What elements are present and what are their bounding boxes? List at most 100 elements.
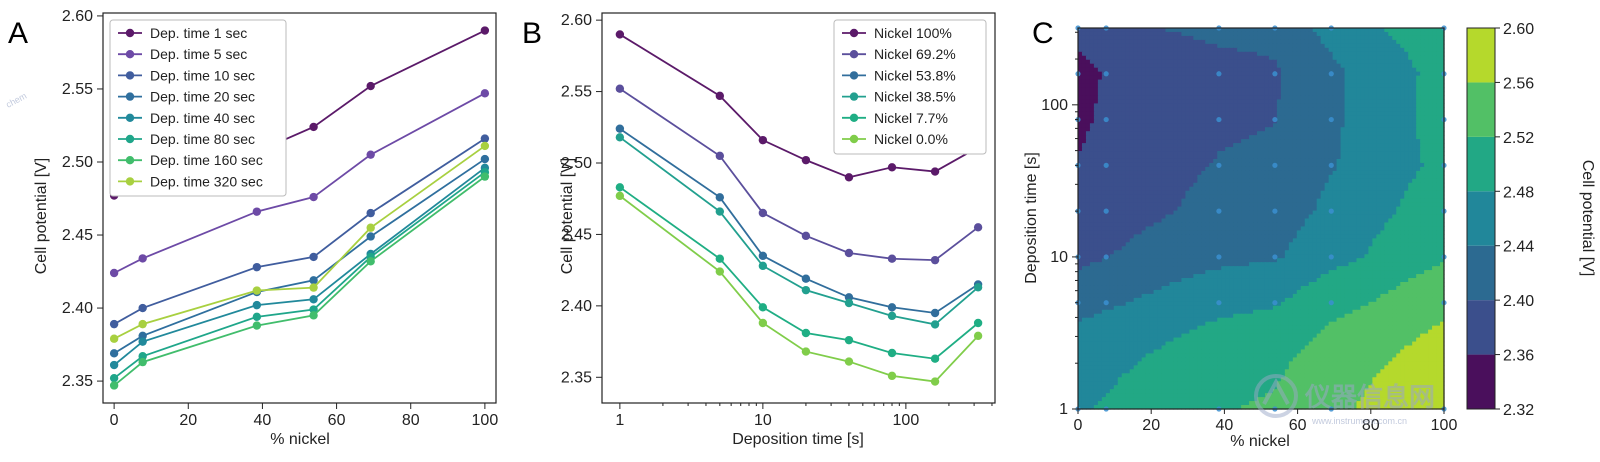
contour-cell [1093,35,1099,41]
contour-cell [1440,63,1445,69]
contour-cell [1109,63,1115,69]
panel-b-legend-entry: Nickel 53.8% [874,67,956,83]
contour-cell [1296,115,1302,120]
contour-cell [1276,119,1282,124]
contour-cell [1432,147,1437,152]
contour-cell [1324,51,1330,57]
contour-cell [1440,178,1445,184]
contour-cell [1169,147,1175,152]
contour-cell [1249,186,1254,192]
contour-cell [1312,79,1318,85]
contour-cell [1420,67,1425,73]
contour-cell [1217,35,1222,41]
contour-cell [1093,230,1099,235]
contour-cell [1109,194,1115,200]
contour-cell [1169,119,1175,124]
contour-cell [1264,206,1270,212]
contour-cell [1328,151,1334,156]
contour-cell [1261,115,1266,120]
contour-cell [1380,83,1385,89]
contour-cell [1348,135,1354,140]
contour-cell [1340,67,1346,73]
contour-cell [1105,75,1111,81]
contour-cell [1424,28,1429,33]
contour-cell [1093,107,1099,112]
contour-cell [1404,87,1409,93]
panel-b-data-point [615,124,625,133]
contour-cell [1237,47,1242,53]
contour-cell [1296,71,1302,77]
contour-cell [1161,71,1167,77]
contour-cell [1113,71,1119,77]
contour-cell [1105,35,1111,41]
contour-cell [1121,47,1127,53]
contour-cell [1368,83,1373,89]
panel-a-legend-entry: Dep. time 160 sec [150,152,263,168]
contour-cell [1113,107,1119,112]
contour-cell [1261,151,1266,156]
contour-cell [1097,127,1103,132]
contour-cell [1149,28,1155,33]
contour-cell [1189,115,1194,120]
contour-cell [1177,206,1183,212]
contour-cell [1340,194,1346,200]
contour-cell [1153,139,1159,144]
contour-cell [1189,111,1194,116]
contour-cell [1420,135,1425,140]
contour-cell [1340,71,1346,77]
contour-cell [1364,71,1370,77]
contour-cell [1133,31,1139,37]
contour-cell [1432,214,1437,220]
contour-cell [1137,147,1143,152]
contour-cell [1165,91,1171,97]
contour-cell [1173,143,1179,148]
contour-cell [1181,39,1187,45]
contour-cell [1089,135,1095,140]
contour-cell [1205,139,1210,144]
contour-cell [1376,174,1381,180]
contour-cell [1193,147,1198,152]
contour-cell [1304,47,1310,53]
contour-cell [1237,206,1242,212]
contour-cell [1432,59,1437,65]
contour-cell [1217,87,1222,93]
contour-cell [1213,51,1218,57]
contour-cell [1089,190,1095,196]
contour-cell [1336,230,1342,235]
contour-cell [1249,214,1254,220]
contour-cell [1276,35,1282,41]
contour-cell [1428,158,1433,164]
contour-cell [1093,182,1099,188]
contour-cell [1408,218,1413,224]
contour-cell [1376,67,1381,73]
contour-cell [1169,190,1175,196]
contour-cell [1201,51,1206,57]
contour-cell [1308,115,1314,120]
contour-cell [1213,222,1218,228]
contour-cell [1440,87,1445,93]
contour-cell [1348,59,1354,65]
contour-cell [1384,111,1389,116]
contour-cell [1268,28,1274,33]
contour-cell [1257,186,1262,192]
contour-cell [1225,222,1230,228]
contour-cell [1097,206,1103,212]
contour-cell [1189,31,1194,37]
contour-cell [1264,83,1270,89]
contour-cell [1217,230,1222,235]
contour-cell [1412,99,1417,105]
contour-cell [1093,158,1099,164]
contour-cell [1081,55,1087,61]
contour-cell [1141,123,1147,128]
contour-cell [1416,147,1421,152]
contour-cell [1221,91,1226,97]
contour-cell [1324,67,1330,73]
contour-cell [1332,87,1338,93]
contour-cell [1157,202,1163,208]
contour-cell [1253,210,1258,216]
contour-cell [1193,226,1198,232]
contour-cell [1388,131,1393,136]
panel-a-series-line [113,137,486,325]
contour-cell [1209,31,1214,37]
contour-cell [1412,31,1417,37]
